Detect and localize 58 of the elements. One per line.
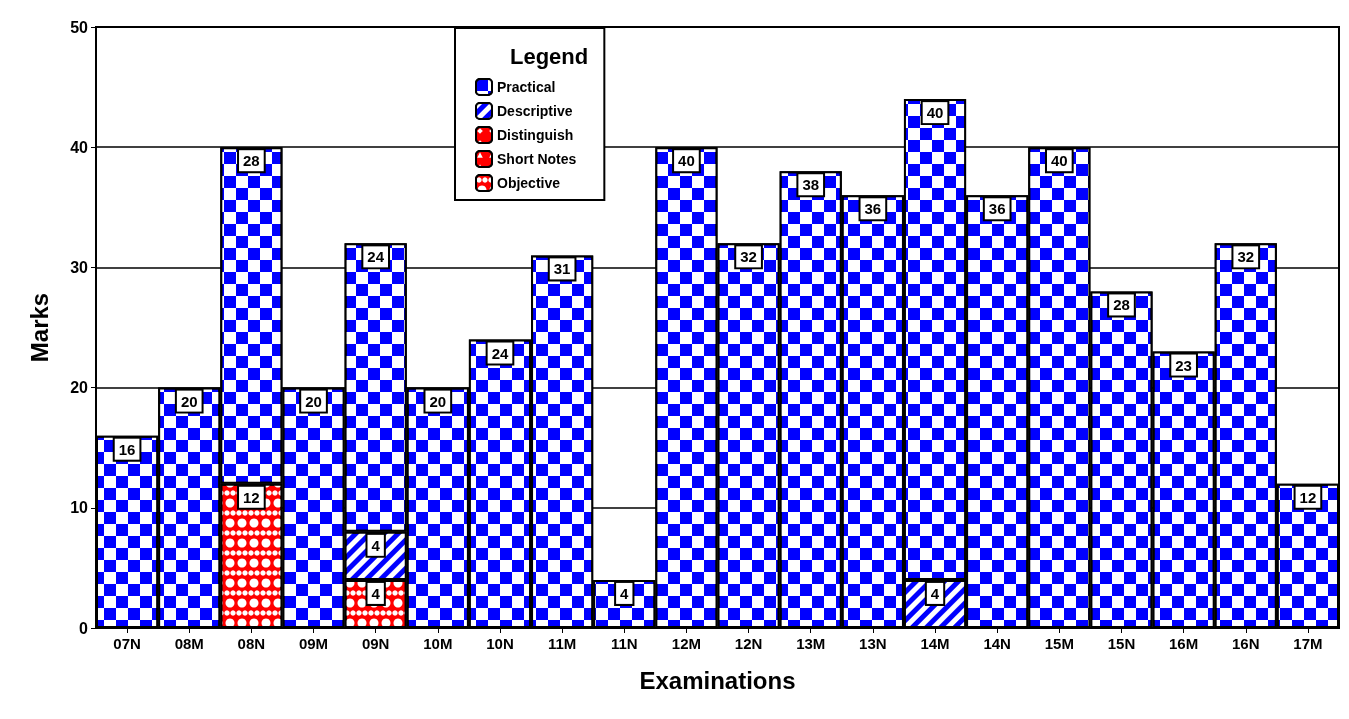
x-tick-label: 10M xyxy=(423,635,453,652)
x-tick-label: 08M xyxy=(174,635,204,652)
x-tick-label: 16M xyxy=(1169,635,1199,652)
data-label: 28 xyxy=(1113,296,1130,314)
y-tick-label: 0 xyxy=(79,619,89,637)
x-tick-label: 14M xyxy=(920,635,950,652)
y-tick-label: 10 xyxy=(70,499,89,517)
legend-label: Practical xyxy=(497,79,556,95)
data-label: 32 xyxy=(740,248,757,266)
data-label: 36 xyxy=(988,200,1006,218)
legend-label: Short Notes xyxy=(497,151,577,167)
data-label: 4 xyxy=(371,584,381,602)
legend-title: Legend xyxy=(510,43,589,69)
x-tick-label: 11N xyxy=(610,635,638,652)
y-tick-label: 40 xyxy=(70,138,89,156)
x-tick-label: 13N xyxy=(859,635,887,652)
y-tick-label: 20 xyxy=(70,379,89,397)
x-tick-label: 15M xyxy=(1044,635,1074,652)
x-tick-label: 13M xyxy=(796,635,826,652)
x-tick-label: 17M xyxy=(1293,635,1323,652)
data-label: 24 xyxy=(367,248,385,266)
x-tick-label: 09N xyxy=(361,635,390,652)
x-tick-label: 15N xyxy=(1107,635,1136,652)
data-label: 4 xyxy=(371,536,381,554)
data-label: 4 xyxy=(930,584,940,602)
data-label: 4 xyxy=(620,584,630,602)
x-tick-label: 10N xyxy=(486,635,514,652)
x-axis-title: Examinations xyxy=(639,666,796,694)
legend-label: Objective xyxy=(497,175,561,191)
x-tick-label: 11M xyxy=(547,635,577,652)
x-tick-label: 07N xyxy=(113,635,141,652)
x-tick-label: 16N xyxy=(1232,635,1260,652)
data-label: 20 xyxy=(305,392,322,410)
data-label: 40 xyxy=(1050,152,1068,170)
y-tick-label: 30 xyxy=(70,258,89,276)
data-label: 32 xyxy=(1237,248,1255,266)
data-label: 38 xyxy=(802,176,820,194)
data-label: 23 xyxy=(1175,356,1192,374)
data-label: 40 xyxy=(678,152,695,170)
x-tick-label: 12M xyxy=(671,635,702,652)
data-label: 40 xyxy=(926,104,944,122)
data-label: 16 xyxy=(118,440,136,458)
data-label: 28 xyxy=(243,152,260,170)
x-tick-label: 08N xyxy=(237,635,266,652)
legend-label: Descriptive xyxy=(497,103,573,119)
data-label: 31 xyxy=(553,260,571,278)
data-label: 12 xyxy=(243,488,260,506)
data-label: 12 xyxy=(1299,488,1317,506)
data-label: 20 xyxy=(180,392,198,410)
data-label: 36 xyxy=(864,200,882,218)
x-tick-label: 09M xyxy=(298,635,329,652)
data-label: 24 xyxy=(491,344,509,362)
x-tick-label: 12N xyxy=(734,635,763,652)
legend-label: Distinguish xyxy=(497,127,574,143)
x-tick-label: 14N xyxy=(983,635,1011,652)
data-label: 20 xyxy=(429,392,447,410)
y-axis-title: Marks xyxy=(25,292,53,363)
y-tick-label: 50 xyxy=(70,18,89,36)
